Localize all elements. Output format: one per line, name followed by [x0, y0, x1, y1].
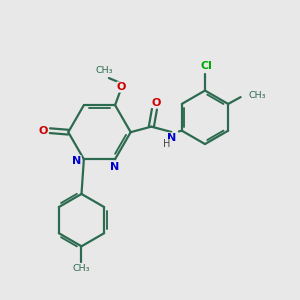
Text: N: N [167, 133, 177, 143]
Text: CH₃: CH₃ [95, 66, 112, 75]
Text: O: O [39, 126, 48, 136]
Text: H: H [163, 140, 171, 149]
Text: O: O [151, 98, 160, 107]
Text: N: N [72, 156, 81, 166]
Text: N: N [110, 162, 120, 172]
Text: CH₃: CH₃ [73, 264, 90, 273]
Text: O: O [117, 82, 126, 92]
Text: CH₃: CH₃ [248, 91, 266, 100]
Text: Cl: Cl [200, 61, 212, 71]
